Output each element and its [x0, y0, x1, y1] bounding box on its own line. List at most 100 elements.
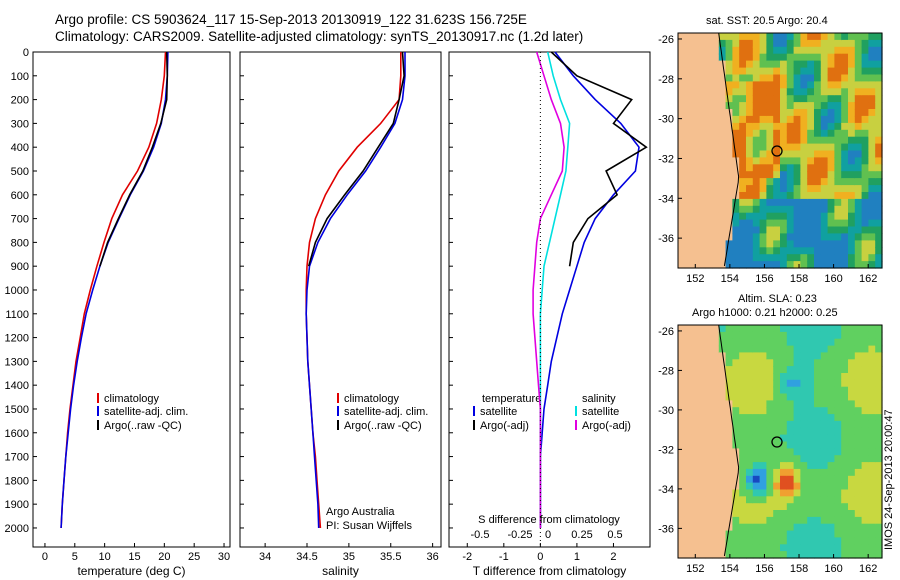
- land-cell: [725, 136, 733, 145]
- ocean-cell: [800, 164, 808, 172]
- land-cell: [678, 81, 686, 89]
- ocean-cell: [875, 109, 883, 117]
- ocean-cell: [814, 516, 822, 525]
- ocean-cell: [780, 33, 788, 41]
- land-cell: [705, 373, 713, 381]
- land-cell: [705, 462, 713, 470]
- diff-legend-temperature-head: temperature: [482, 393, 541, 405]
- ocean-cell: [848, 551, 856, 559]
- ocean-cell: [820, 325, 829, 333]
- ocean-cell: [766, 537, 774, 545]
- ocean-cell: [732, 551, 740, 559]
- ocean-cell: [759, 185, 767, 193]
- ocean-cell: [848, 482, 856, 491]
- ocean-cell: [766, 359, 774, 367]
- ocean-cell: [854, 102, 863, 110]
- ocean-cell: [827, 198, 835, 207]
- ocean-cell: [820, 331, 829, 340]
- ytick-label: 1000: [5, 285, 29, 297]
- ocean-cell: [854, 122, 863, 131]
- ocean-cell: [752, 185, 761, 193]
- land-cell: [698, 74, 706, 82]
- land-cell: [712, 178, 720, 186]
- land-cell: [684, 331, 693, 340]
- ocean-cell: [834, 420, 842, 429]
- ocean-cell: [746, 537, 754, 545]
- ocean-cell: [800, 95, 808, 103]
- map-xtick-label: 154: [721, 563, 739, 575]
- ocean-cell: [807, 157, 815, 165]
- ocean-cell: [861, 331, 869, 340]
- ocean-cell: [786, 88, 795, 96]
- ocean-cell: [820, 393, 829, 401]
- ocean-cell: [875, 46, 883, 55]
- ocean-cell: [807, 496, 815, 504]
- ocean-cell: [773, 81, 781, 89]
- ocean-cell: [807, 122, 815, 131]
- land-cell: [698, 503, 706, 511]
- ocean-cell: [739, 74, 747, 82]
- ocean-cell: [861, 233, 869, 241]
- land-cell: [712, 212, 720, 221]
- land-cell: [705, 240, 713, 248]
- ocean-cell: [780, 489, 788, 497]
- ocean-cell: [746, 468, 754, 477]
- land-cell: [705, 352, 713, 360]
- ocean-cell: [786, 109, 795, 117]
- ocean-cell: [746, 109, 754, 117]
- ocean-cell: [773, 129, 781, 138]
- ocean-cell: [820, 544, 829, 552]
- ocean-cell: [773, 359, 781, 367]
- land-cell: [705, 551, 713, 559]
- ocean-cell: [752, 192, 761, 200]
- ocean-cell: [834, 434, 842, 443]
- land-cell: [678, 414, 686, 422]
- land-cell: [691, 414, 699, 422]
- ocean-cell: [746, 219, 754, 228]
- ocean-cell: [807, 523, 815, 532]
- land-cell: [698, 338, 706, 347]
- ocean-cell: [875, 379, 883, 388]
- ocean-cell: [848, 414, 856, 422]
- ocean-cell: [861, 150, 869, 158]
- ocean-cell: [746, 510, 754, 518]
- land-cell: [718, 178, 727, 186]
- ocean-cell: [800, 448, 808, 456]
- ocean-cell: [752, 129, 761, 138]
- ocean-cell: [868, 510, 876, 518]
- ocean-cell: [732, 503, 740, 511]
- legend-label-climatology: climatology: [104, 393, 160, 405]
- land-cell: [725, 496, 733, 504]
- ocean-cell: [773, 102, 781, 110]
- xtick-label: 15: [128, 551, 140, 563]
- ocean-cell: [773, 261, 781, 269]
- ocean-cell: [875, 496, 883, 504]
- ocean-cell: [834, 129, 842, 138]
- ocean-cell: [746, 345, 754, 354]
- land-cell: [712, 331, 720, 340]
- ocean-cell: [752, 489, 761, 497]
- ocean-cell: [746, 39, 754, 48]
- ocean-cell: [800, 46, 808, 55]
- ocean-cell: [841, 366, 849, 374]
- legend-label-climatology-2: climatology: [344, 393, 400, 405]
- ocean-cell: [780, 379, 788, 388]
- ocean-cell: [868, 516, 876, 525]
- land-cell: [718, 475, 727, 484]
- ocean-cell: [814, 254, 822, 262]
- ocean-cell: [814, 39, 822, 48]
- ocean-cell: [861, 136, 869, 145]
- ocean-cell: [814, 115, 822, 124]
- ocean-cell: [827, 551, 835, 559]
- ocean-cell: [834, 109, 842, 117]
- ocean-cell: [752, 219, 761, 228]
- land-cell: [698, 53, 706, 62]
- land-cell: [691, 359, 699, 367]
- ocean-cell: [834, 352, 842, 360]
- ocean-cell: [773, 192, 781, 200]
- ocean-cell: [800, 325, 808, 333]
- land-cell: [725, 171, 733, 179]
- ocean-cell: [732, 393, 740, 401]
- land-cell: [691, 240, 699, 248]
- ocean-cell: [814, 122, 822, 131]
